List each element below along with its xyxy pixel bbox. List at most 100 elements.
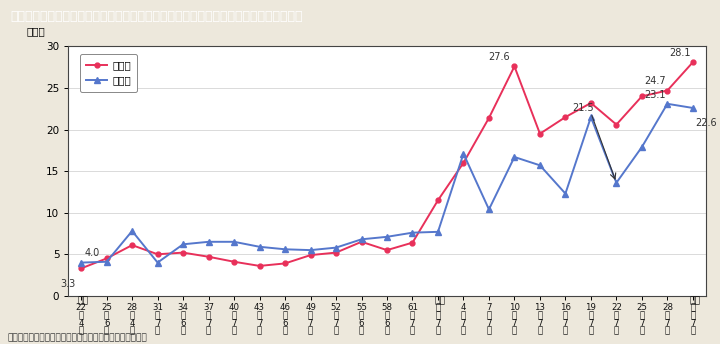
Text: 24.7: 24.7 xyxy=(644,76,665,86)
当選者 xyxy=(230,240,238,244)
Text: 7: 7 xyxy=(435,319,441,327)
Text: 年: 年 xyxy=(232,311,237,320)
候補者 xyxy=(128,243,137,247)
Text: 年: 年 xyxy=(537,311,542,320)
当選者 xyxy=(485,207,493,212)
Text: 28.1: 28.1 xyxy=(669,48,690,58)
Text: 年: 年 xyxy=(282,311,287,320)
候補者 xyxy=(357,240,366,244)
Text: 月: 月 xyxy=(487,326,492,335)
Text: 4: 4 xyxy=(130,319,135,327)
当選者 xyxy=(561,192,570,196)
Text: 7: 7 xyxy=(410,319,415,327)
Text: 7: 7 xyxy=(537,319,543,327)
Text: 月: 月 xyxy=(436,326,441,335)
Text: 月: 月 xyxy=(512,326,517,335)
Text: 7: 7 xyxy=(307,319,313,327)
Text: 43: 43 xyxy=(254,303,265,312)
Text: （備考）総務省「参議院議員通常選挙結果調」より作成。: （備考）総務省「参議院議員通常選挙結果調」より作成。 xyxy=(7,333,147,342)
Text: 年: 年 xyxy=(614,311,619,320)
Text: 6: 6 xyxy=(282,319,288,327)
Text: 年: 年 xyxy=(333,311,338,320)
Text: 年: 年 xyxy=(257,311,262,320)
Text: 22: 22 xyxy=(611,303,622,312)
当選者 xyxy=(536,163,544,168)
Text: 22.6: 22.6 xyxy=(696,118,717,128)
当選者 xyxy=(408,230,417,235)
Text: 23.1: 23.1 xyxy=(644,90,665,100)
Text: 4: 4 xyxy=(461,303,467,312)
Text: 7: 7 xyxy=(231,319,237,327)
Text: 6: 6 xyxy=(359,319,364,327)
Text: Ｉ－１－２図　参議院議員通常選挙における候補者，当選者に占める女性の割合の推移: Ｉ－１－２図 参議院議員通常選挙における候補者，当選者に占める女性の割合の推移 xyxy=(11,10,303,23)
Text: 19: 19 xyxy=(585,303,596,312)
Text: 年: 年 xyxy=(104,311,109,320)
Text: 年: 年 xyxy=(563,311,568,320)
Text: 46: 46 xyxy=(279,303,291,312)
Text: 7: 7 xyxy=(155,319,161,327)
当選者 xyxy=(459,152,468,156)
Text: 月: 月 xyxy=(359,326,364,335)
Text: 7: 7 xyxy=(613,319,619,327)
Legend: 候補者, 当選者: 候補者, 当選者 xyxy=(80,54,138,92)
候補者 xyxy=(688,60,697,64)
Text: 年: 年 xyxy=(359,311,364,320)
当選者 xyxy=(383,235,392,239)
Text: 61: 61 xyxy=(407,303,418,312)
Text: 7: 7 xyxy=(690,319,696,327)
Text: 月: 月 xyxy=(232,326,237,335)
Text: 52: 52 xyxy=(330,303,341,312)
Text: 7: 7 xyxy=(333,319,339,327)
当選者 xyxy=(332,246,341,250)
Text: 40: 40 xyxy=(228,303,240,312)
候補者 xyxy=(612,122,621,127)
Text: 年: 年 xyxy=(181,311,186,320)
Text: 年: 年 xyxy=(690,311,696,320)
Text: 7: 7 xyxy=(206,319,212,327)
候補者 xyxy=(638,94,647,98)
Text: 年: 年 xyxy=(308,311,313,320)
Text: 16: 16 xyxy=(560,303,571,312)
当選者 xyxy=(638,145,647,149)
Text: 元: 元 xyxy=(436,303,441,312)
Text: 月: 月 xyxy=(665,326,670,335)
候補者 xyxy=(102,256,111,260)
Text: 21.5: 21.5 xyxy=(572,103,594,113)
候補者 xyxy=(332,250,341,255)
Text: 年: 年 xyxy=(588,311,593,320)
Text: 7: 7 xyxy=(562,319,568,327)
Text: 月: 月 xyxy=(181,326,186,335)
Text: 月: 月 xyxy=(308,326,313,335)
当選者 xyxy=(433,230,442,234)
Text: 7: 7 xyxy=(512,319,517,327)
Text: 34: 34 xyxy=(178,303,189,312)
Text: 27.6: 27.6 xyxy=(488,52,510,62)
当選者 xyxy=(281,247,289,251)
Text: 月: 月 xyxy=(563,326,568,335)
候補者 xyxy=(433,198,442,202)
Text: 22: 22 xyxy=(76,303,86,312)
当選者 xyxy=(357,237,366,241)
Text: 月: 月 xyxy=(333,326,338,335)
Text: 25: 25 xyxy=(101,303,112,312)
Text: 月: 月 xyxy=(639,326,644,335)
Text: 月: 月 xyxy=(130,326,135,335)
候補者 xyxy=(408,240,417,245)
Text: 月: 月 xyxy=(588,326,593,335)
Text: 28: 28 xyxy=(127,303,138,312)
Text: 31: 31 xyxy=(152,303,163,312)
Text: 月: 月 xyxy=(257,326,262,335)
Text: 年: 年 xyxy=(639,311,644,320)
Text: 7: 7 xyxy=(639,319,644,327)
Text: 年: 年 xyxy=(206,311,211,320)
Text: 6: 6 xyxy=(180,319,186,327)
Text: 昭和: 昭和 xyxy=(78,296,89,305)
候補者 xyxy=(281,261,289,266)
Text: 月: 月 xyxy=(461,326,466,335)
候補者 xyxy=(383,248,392,252)
Text: 月: 月 xyxy=(78,326,84,335)
Text: 月: 月 xyxy=(537,326,542,335)
当選者 xyxy=(179,242,187,246)
候補者 xyxy=(179,250,187,255)
Text: 58: 58 xyxy=(382,303,392,312)
